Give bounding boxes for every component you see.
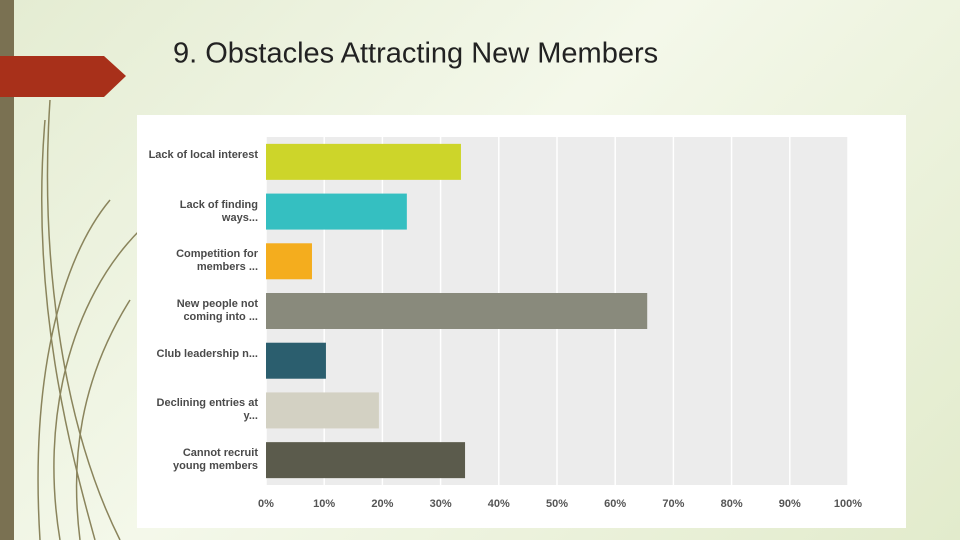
x-tick-label: 70% [662,498,684,510]
y-tick-label: Club leadership n... [156,347,258,360]
x-tick-label: 60% [604,498,626,510]
bar [266,392,379,429]
bar [266,293,648,329]
x-tick-label: 40% [488,498,510,510]
y-tick-label: Competition for members ... [176,248,258,274]
bar [266,243,312,280]
x-tick-label: 10% [313,498,335,510]
y-tick-label: Declining entries at y... [156,397,258,423]
y-tick-label: Lack of finding ways... [179,198,258,224]
chart: 0% 10% 20% 30% 40% 50% 60% 70% 80% 90% 100% [258,137,862,510]
x-tick-label: 0% [258,498,274,510]
bar [266,143,461,180]
side-strip [0,0,14,540]
x-tick-label: 90% [779,498,801,510]
x-tick-label: 30% [430,498,452,510]
x-tick-label: 20% [371,498,393,510]
arrow-marker [0,56,126,97]
x-tick-label: 50% [546,498,568,510]
decoration [37,99,141,540]
x-tick-label: 100% [834,498,862,510]
bar [266,193,407,230]
slide-title: 9. Obstacles Attracting New Members [173,38,658,70]
y-tick-label: Cannot recruit young members [173,447,258,473]
y-tick-label: New people not coming into ... [176,298,258,323]
y-tick-label: Lack of local interest [148,148,258,161]
bar [266,342,326,379]
bar [266,442,466,479]
x-tick-label: 80% [721,498,743,510]
